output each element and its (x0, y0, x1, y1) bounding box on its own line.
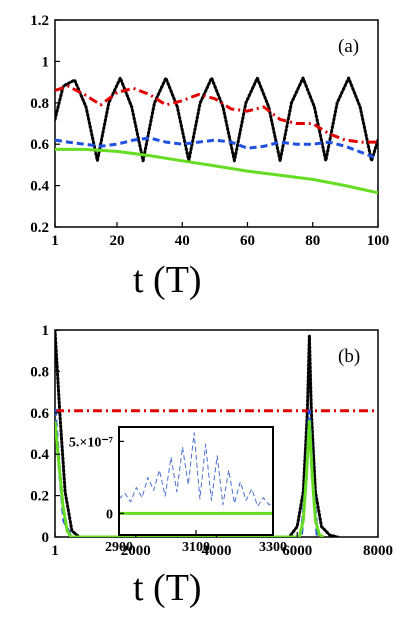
panel-b-x-tick-label: 8000 (363, 543, 393, 559)
panel-a-x-tick-label: 1 (51, 233, 59, 249)
panel-a-series-line-2 (55, 84, 378, 144)
inset-series-line-1 (119, 432, 273, 507)
inset-y-tick-label: 0 (106, 507, 113, 522)
panel-b-series-line-4 (55, 419, 325, 537)
panel-b-y-tick-label: 1 (42, 323, 50, 339)
inset-ticks: 2900 3100 3300 0 5.×10⁻⁷ (69, 435, 287, 555)
inset-y-tick-label: 5.×10⁻⁷ (69, 435, 113, 450)
panel-a-frame (54, 19, 379, 228)
panel-a-y-tick-label: 0.4 (30, 179, 49, 195)
panel-a-y-tick-label: 1.2 (30, 13, 49, 29)
panel-a-x-tick-label: 100 (367, 233, 390, 249)
panel-b-x-tick-label: 4000 (201, 543, 231, 559)
panel-a-x-tick-label: 60 (240, 233, 255, 249)
panel-b-x-axis-title: t (T) (133, 567, 202, 609)
inset-series (119, 432, 273, 515)
panel-a-y-tick-label: 0.6 (30, 137, 49, 153)
panel-b-y-tick-label: 0.4 (30, 447, 49, 463)
panel-b-y-tick-label: 0.2 (30, 489, 49, 505)
panel-a-x-tick-label: 40 (175, 233, 190, 249)
panel-b-x-tick-label: 6000 (282, 543, 312, 559)
inset-plot: 2900 3100 3300 0 5.×10⁻⁷ (69, 426, 287, 555)
panel-a-x-tick-label: 80 (305, 233, 320, 249)
panel-a-label: (a) (338, 36, 359, 57)
panel-b-series (55, 330, 378, 537)
panel-b-x-tick-label: 1 (51, 543, 59, 559)
panel-b-y-tick-label: 0.6 (30, 406, 49, 422)
panel-a-y-tick-label: 0.2 (30, 220, 49, 236)
panel-b: 1 2000 4000 6000 8000 0 0.2 0.4 0.6 0.8 1 (b) t (T… (30, 323, 393, 609)
panel-b-y-tick-label: 0 (42, 530, 50, 546)
panel-a-series (55, 76, 378, 195)
panel-a-ticks: 1 20 40 60 80 100 0.2 0.4 0.6 0.8 1 1.2 (30, 13, 389, 249)
panel-b-series-line-1 (55, 330, 340, 537)
inset-x-tick-label: 3300 (259, 540, 287, 555)
inset-background (119, 427, 273, 535)
inset-x-tick-label: 2900 (105, 540, 133, 555)
inset-x-tick-label: 3100 (182, 540, 210, 555)
panel-b-label: (b) (338, 346, 360, 367)
panel-b-x-tick-label: 2000 (121, 543, 151, 559)
panel-a-x-tick-label: 20 (109, 233, 124, 249)
panel-a: 1 20 40 60 80 100 0.2 0.4 0.6 0.8 1 1.2 (a) t (T) (30, 13, 389, 301)
panel-a-x-axis-title: t (T) (133, 259, 202, 301)
panel-a-series-line-1 (55, 76, 378, 163)
panel-a-y-tick-label: 1 (42, 54, 50, 70)
panel-a-y-tick-label: 0.8 (30, 96, 49, 112)
panel-b-y-tick-label: 0.8 (30, 364, 49, 380)
panel-a-series-line-4 (55, 147, 378, 195)
